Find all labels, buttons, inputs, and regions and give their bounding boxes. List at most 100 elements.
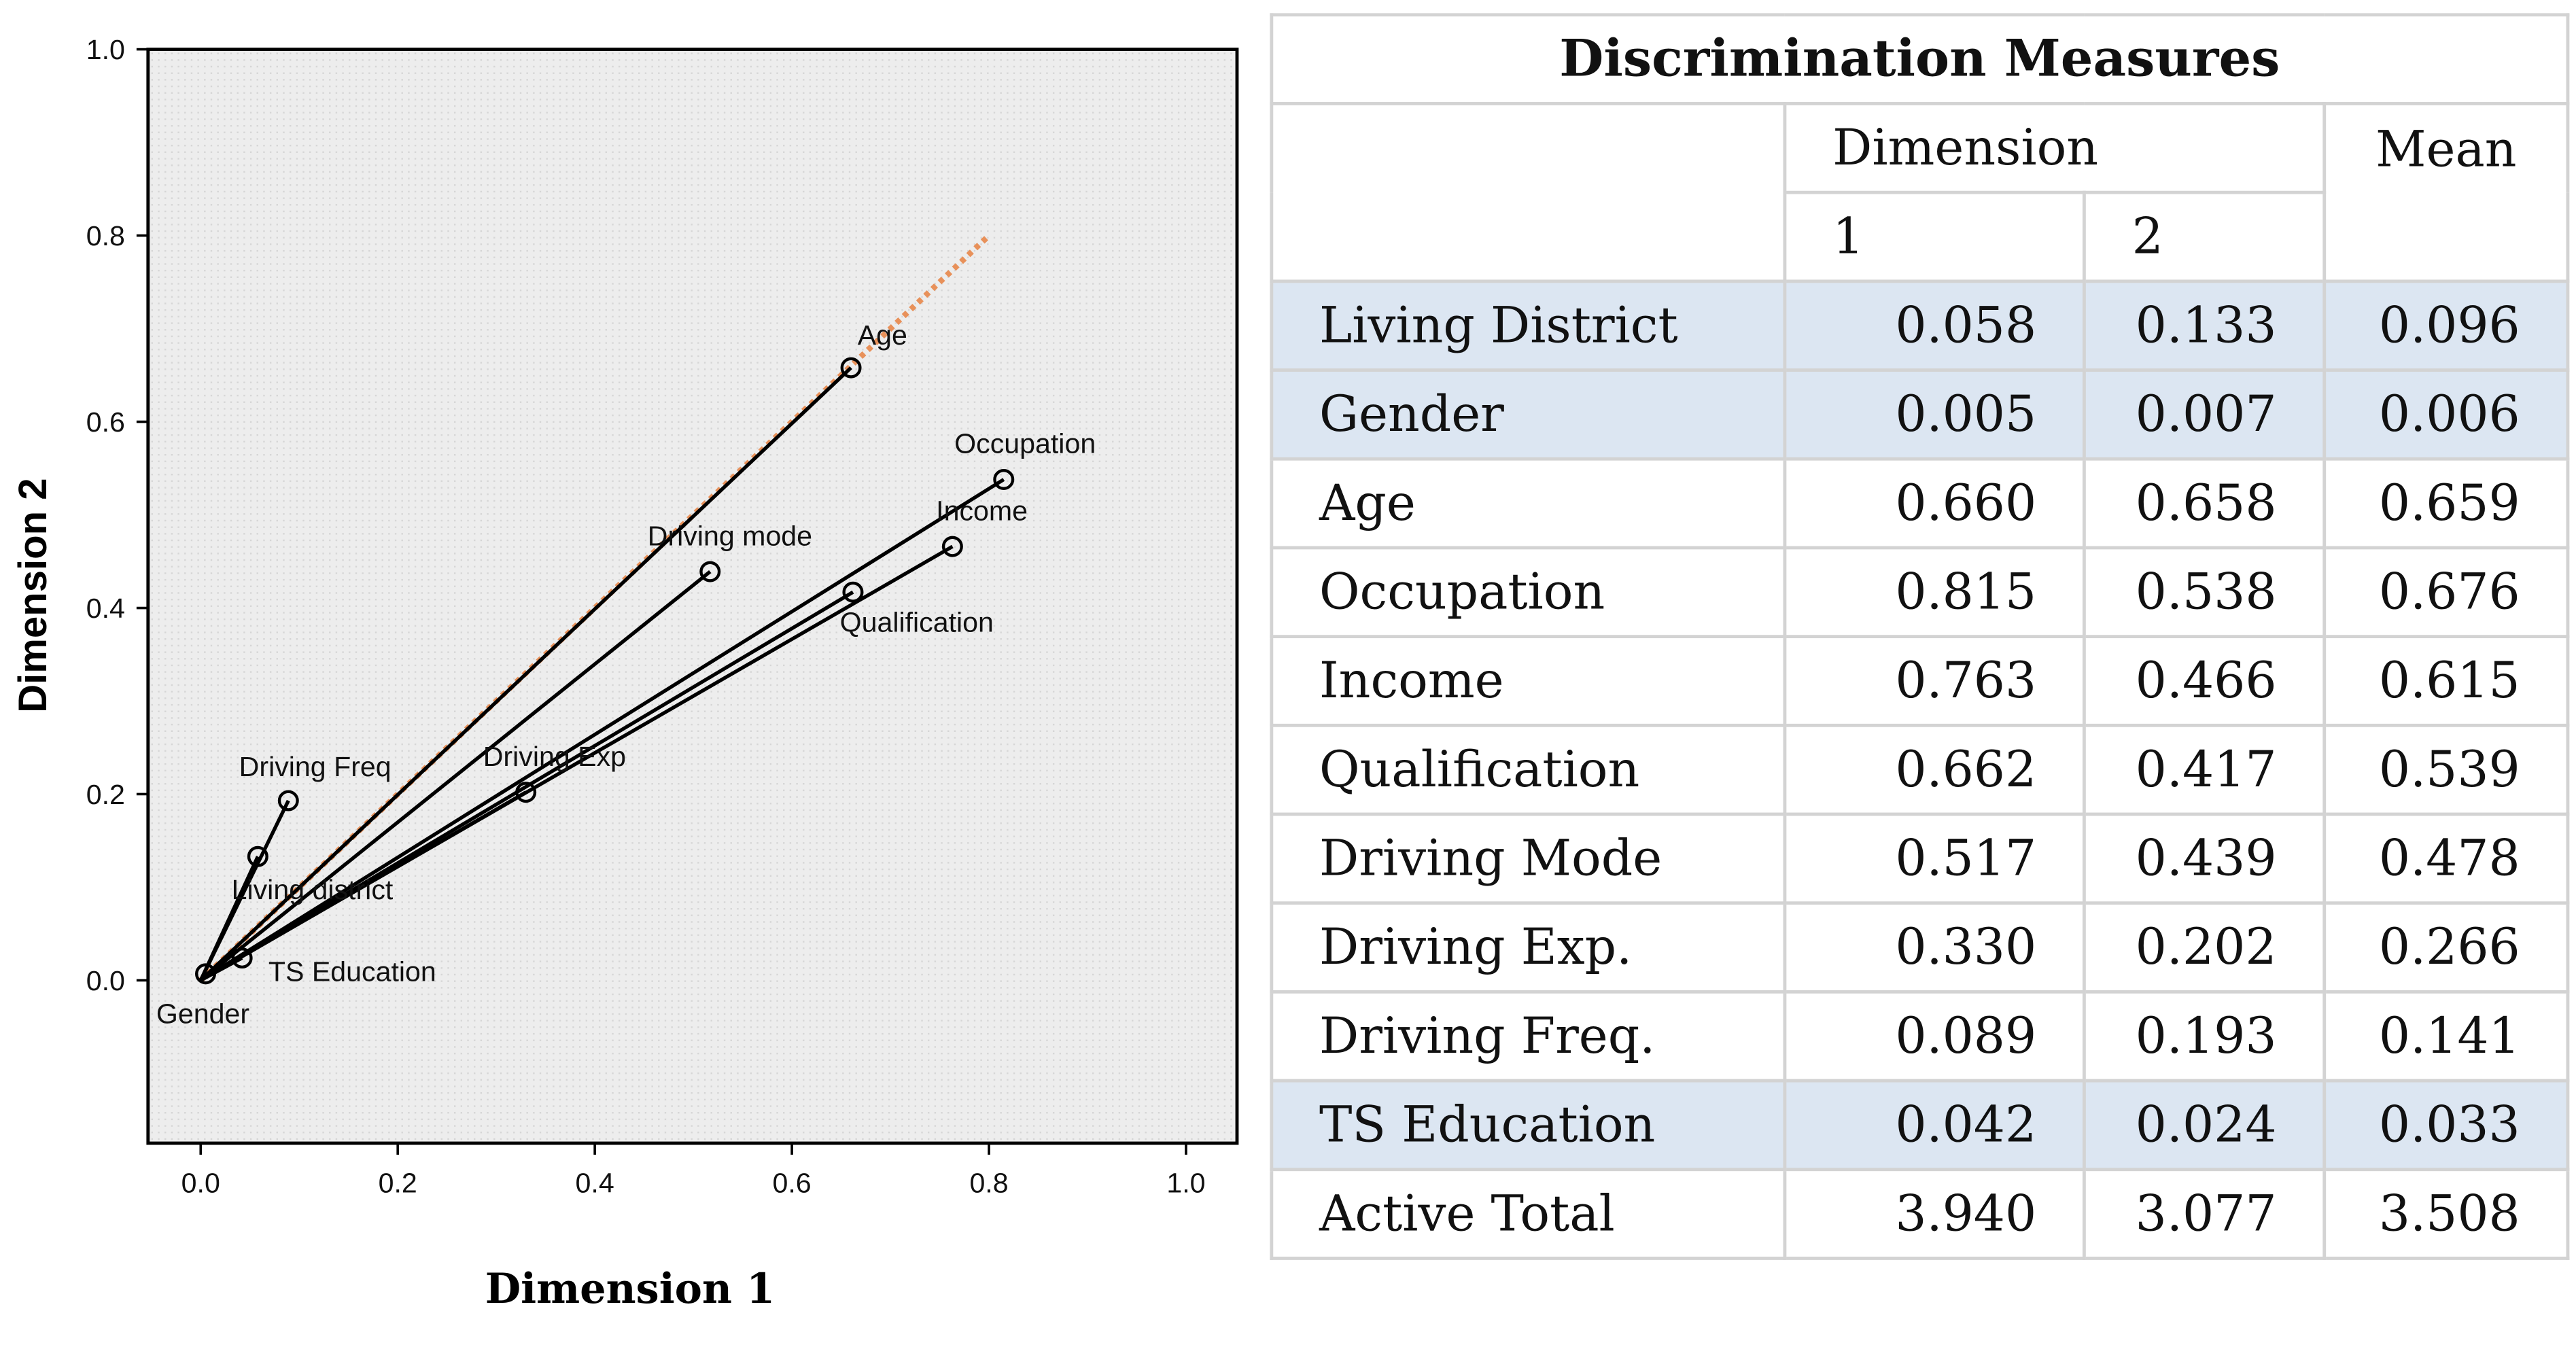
row-dimension-value: 0.466 [2082,635,2327,727]
table-row: Occupation 0.815 0.538 0.676 [1270,546,2570,639]
row-mean-value: 0.676 [2322,546,2570,639]
point-label-qualification: Qualification [840,606,994,638]
point-label-driving-freq: Driving Freq [239,751,391,782]
y-axis-title: Dimension 2 [11,478,55,712]
table-subheader-row: 1 2 [1272,190,2568,283]
row-mean-value: 0.033 [2322,1079,2570,1172]
table-row: Driving Exp. 0.330 0.202 0.266 [1270,901,2570,994]
x-tick-label: 0.0 [181,1168,220,1199]
point-occupation [993,468,1015,490]
table-row: Gender 0.005 0.007 0.006 [1270,368,2570,461]
table-header-row: Dimension Mean [1270,102,2570,283]
table-title: Discrimination Measures [1270,13,2570,105]
row-label: Gender [1270,368,1787,461]
row-dimension-value: 3.940 [1783,1168,2086,1260]
row-dimension-value: 0.133 [2082,279,2327,372]
table-row: Age 0.660 0.658 0.659 [1270,457,2570,550]
vector-occupation [199,478,1005,982]
table-row: Active Total 3.940 3.077 3.508 [1270,1168,2570,1260]
row-mean-value: 0.659 [2322,457,2570,550]
vector-gender [199,973,207,982]
point-label-ts-education: TS Education [268,956,436,987]
table-row: TS Education 0.042 0.024 0.033 [1270,1079,2570,1172]
plot-area [146,48,1239,1145]
vector-age [199,366,852,982]
row-label: Driving Exp. [1270,901,1787,994]
table-row: Living District 0.058 0.133 0.096 [1270,279,2570,372]
row-mean-value: 0.478 [2322,812,2570,905]
row-dimension-value: 3.077 [2082,1168,2327,1260]
y-tick-label: 0.2 [86,779,125,810]
point-label-income: Income [936,495,1028,526]
row-dimension-value: 0.202 [2082,901,2327,994]
row-dimension-value: 0.089 [1783,990,2086,1083]
row-label: Driving Mode [1270,812,1787,905]
header-dim-1: 1 [1783,190,2086,283]
row-dimension-value: 0.763 [1783,635,2086,727]
y-tick-label: 0.8 [86,220,125,251]
point-driving-exp [515,782,537,803]
y-tick-label: 0.0 [86,965,125,996]
row-label: Income [1270,635,1787,727]
table-row: Income 0.763 0.466 0.615 [1270,635,2570,727]
point-label-gender: Gender [156,998,249,1029]
header-mean: Mean [2322,102,2570,283]
point-label-age: Age [858,319,907,351]
row-mean-value: 0.141 [2322,990,2570,1083]
y-tick-label: 0.4 [86,593,125,624]
y-tick-label: 1.0 [86,34,125,65]
header-blank-cell [1270,102,1787,283]
row-mean-value: 0.266 [2322,901,2570,994]
row-dimension-value: 0.330 [1783,901,2086,994]
point-label-driving-exp: Driving Exp [483,741,626,772]
point-label-driving-mode: Driving mode [648,520,812,551]
x-tick-label: 0.8 [969,1168,1008,1199]
row-label: Driving Freq. [1270,990,1787,1083]
vector-living-district [198,856,260,981]
point-driving-mode [699,561,721,582]
row-dimension-value: 0.660 [1783,457,2086,550]
row-dimension-value: 0.024 [2082,1079,2327,1172]
row-dimension-value: 0.042 [1783,1079,2086,1172]
row-label: TS Education [1270,1079,1787,1172]
x-tick-label: 0.6 [772,1168,811,1199]
x-tick-label: 0.2 [379,1168,417,1199]
row-dimension-value: 0.417 [2082,723,2327,816]
row-mean-value: 0.006 [2322,368,2570,461]
header-dim-2: 2 [2082,190,2327,283]
point-income [941,536,963,557]
table-row: Driving Freq. 0.089 0.193 0.141 [1270,990,2570,1083]
row-dimension-value: 0.193 [2082,990,2327,1083]
x-axis-title: Dimension 1 [485,1265,775,1313]
row-label: Occupation [1270,546,1787,639]
row-mean-value: 3.508 [2322,1168,2570,1260]
row-dimension-value: 0.439 [2082,812,2327,905]
row-label: Qualification [1270,723,1787,816]
point-gender [195,963,217,985]
row-dimension-value: 0.005 [1783,368,2086,461]
point-label-living-district: Living district [232,874,394,905]
row-dimension-value: 0.658 [2082,457,2327,550]
discrimination-plot: Age Occupation Income Qualification Driving … [11,34,1239,1313]
row-mean-value: 0.539 [2322,723,2570,816]
table-title-row: Discrimination Measures [1270,13,2570,105]
row-dimension-value: 0.517 [1783,812,2086,905]
point-ts-education [231,947,253,969]
row-dimension-value: 0.058 [1783,279,2086,372]
header-dimension: Dimension [1783,102,2327,194]
vector-driving-exp [199,790,527,982]
point-qualification [842,581,864,603]
row-mean-value: 0.096 [2322,279,2570,372]
row-dimension-value: 0.538 [2082,546,2327,639]
row-dimension-value: 0.007 [2082,368,2327,461]
vector-driving-mode [199,570,712,982]
discrimination-table: Discrimination Measures Dimension Mean 1… [1270,13,2570,1260]
point-living-district [247,845,268,867]
table-row: Qualification 0.662 0.417 0.539 [1270,723,2570,816]
row-dimension-value: 0.662 [1783,723,2086,816]
row-label: Living District [1270,279,1787,372]
row-label: Age [1270,457,1787,550]
x-tick-label: 0.4 [576,1168,614,1199]
point-age [840,357,862,379]
